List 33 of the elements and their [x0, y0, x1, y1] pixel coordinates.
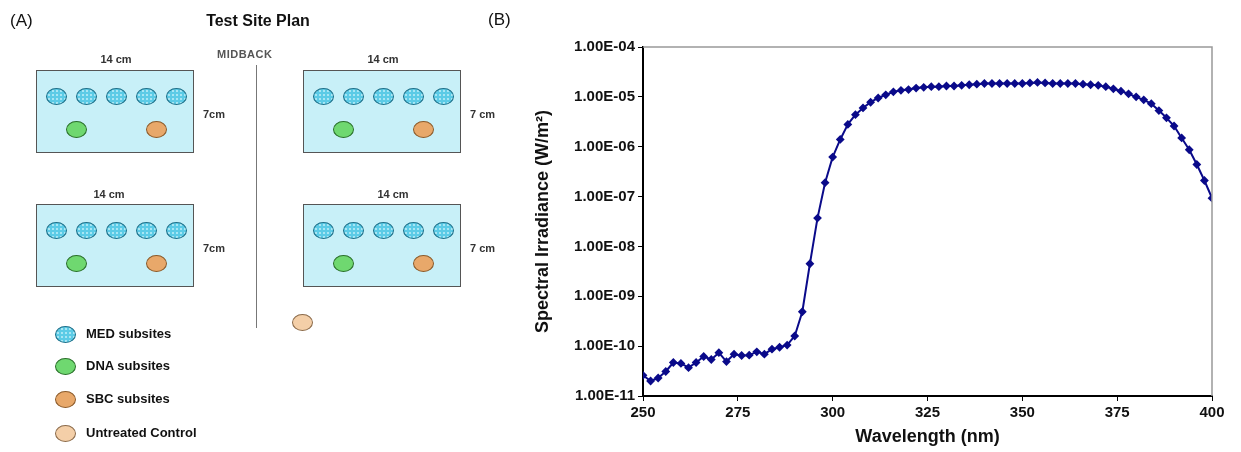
y-tick-label: 1.00E-08: [574, 236, 635, 254]
text: SBC subsites: [86, 391, 170, 406]
text: DNA subsites: [86, 358, 171, 373]
text: 14 cm: [367, 53, 399, 65]
text: 14 cm: [93, 188, 125, 200]
x-tick-label: 400: [1199, 403, 1225, 421]
x-tick-label: 350: [1009, 403, 1035, 421]
text: 7 cm: [470, 242, 496, 254]
y-tick-label: 1.00E-04: [574, 37, 636, 55]
x-tick-label: 375: [1104, 403, 1130, 421]
text: MED subsites: [86, 326, 172, 341]
x-axis-title: Wavelength (nm): [855, 426, 1000, 447]
x-tick-label: 250: [630, 403, 656, 421]
x-tick-label: 325: [914, 403, 941, 421]
text: 7cm: [203, 242, 226, 254]
text: (A): [10, 11, 33, 31]
text: 7cm: [203, 108, 226, 120]
y-tick-label: 1.00E-05: [574, 87, 635, 104]
y-tick-label: 1.00E-06: [574, 136, 635, 154]
text: Untreated Control: [86, 425, 197, 440]
x-tick-label: 300: [820, 403, 846, 421]
y-axis-title: Spectral Irradiance (W/m²): [531, 109, 552, 334]
y-tick-label: 1.00E-11: [574, 386, 635, 404]
y-tick-label: 1.00E-07: [574, 186, 635, 204]
text: MIDBACK: [217, 48, 273, 60]
text: 14 cm: [377, 188, 409, 200]
y-tick-label: 1.00E-09: [574, 286, 635, 304]
text: (B): [488, 10, 511, 30]
y-tick-label: 1.00E-10: [574, 336, 635, 354]
x-tick-label: 275: [725, 403, 751, 421]
text: Test Site Plan: [206, 12, 310, 30]
text: 7 cm: [470, 108, 496, 120]
text: 14 cm: [100, 53, 132, 65]
